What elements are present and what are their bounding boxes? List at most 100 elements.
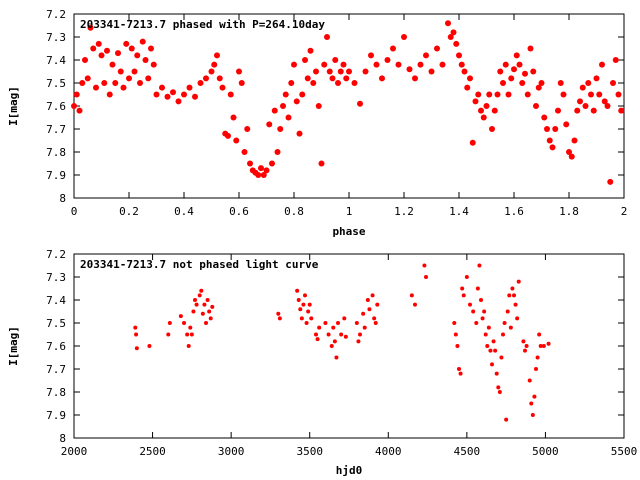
unphased-data-point	[276, 311, 281, 316]
phased-data-point	[126, 75, 132, 82]
unphased-x-axis-ticks: 2000 2500 3000 3500 4000 4500 5000 5500	[61, 254, 637, 458]
phased-data-point	[225, 132, 231, 139]
unphased-x-tick-label: 5000	[532, 445, 559, 458]
unphased-data-point	[530, 413, 535, 417]
unphased-data-point	[329, 344, 334, 348]
unphased-data-point	[541, 344, 546, 348]
unphased-data-point	[309, 316, 314, 321]
phased-data-point	[522, 70, 528, 77]
unphased-y-tick-label: 7.8	[46, 386, 66, 399]
phased-data-point	[192, 93, 198, 100]
phased-data-point	[357, 100, 363, 107]
unphased-data-point	[504, 417, 509, 422]
phased-data-point	[458, 61, 465, 68]
unphased-data-point	[134, 346, 139, 351]
phased-y-tick-label: 8	[59, 192, 66, 205]
unphased-data-point	[505, 309, 510, 314]
unphased-data-point	[133, 325, 138, 330]
unphased-data-point	[332, 339, 337, 344]
phased-data-point	[519, 80, 526, 86]
unphased-x-tick-label: 2500	[139, 445, 166, 458]
phased-data-point	[269, 160, 275, 167]
unphased-data-point	[343, 334, 348, 339]
phased-data-point	[227, 91, 234, 98]
phased-data-point	[260, 172, 267, 178]
phased-data-point	[500, 80, 506, 86]
phased-data-point	[247, 160, 253, 167]
unphased-data-point	[358, 332, 362, 337]
phased-data-point	[79, 80, 86, 86]
phased-data-point	[142, 57, 149, 63]
phased-data-point	[601, 98, 608, 105]
phased-data-point	[566, 149, 572, 155]
phased-y-tick-label: 7.8	[46, 146, 66, 159]
unphased-data-point	[490, 362, 494, 367]
phased-data-point	[145, 75, 152, 82]
phased-data-point	[214, 52, 220, 59]
phased-data-point	[489, 126, 495, 132]
phased-data-point	[216, 75, 223, 82]
unphased-data-point	[455, 344, 460, 348]
unphased-x-axis-label: hjd0	[336, 464, 363, 477]
unphased-data-point	[186, 344, 191, 348]
phased-data-point	[596, 91, 603, 98]
phased-data-point	[255, 172, 262, 178]
phased-data-point	[423, 52, 429, 59]
unphased-data-point	[409, 293, 414, 298]
phased-data-point	[95, 40, 102, 47]
unphased-x-tick-label: 2000	[61, 445, 88, 458]
unphased-data-point	[483, 332, 488, 337]
unphased-data-point	[375, 302, 380, 307]
phased-data-point	[208, 68, 215, 75]
phased-data-point	[533, 103, 539, 109]
phased-data-point	[134, 52, 141, 59]
unphased-data-point	[546, 341, 551, 346]
unphased-data-point	[323, 321, 328, 325]
phased-data-point	[285, 114, 292, 121]
phased-data-point	[197, 80, 204, 86]
phased-data-point	[233, 137, 240, 144]
phased-data-point	[340, 61, 347, 68]
unphased-data-points	[133, 263, 551, 422]
phased-data-point	[480, 114, 487, 121]
phased-y-axis-label: I[mag]	[7, 86, 20, 126]
unphased-data-point	[460, 286, 465, 291]
unphased-data-point	[497, 390, 502, 394]
phased-data-point	[296, 130, 303, 137]
unphased-data-point	[477, 263, 482, 268]
phased-data-point	[607, 178, 614, 185]
phased-data-point	[293, 98, 300, 105]
unphased-data-point	[361, 311, 366, 316]
phased-data-point	[82, 57, 88, 63]
phased-x-tick-label: 0.4	[174, 205, 194, 218]
unphased-data-point	[298, 307, 303, 312]
unphased-y-tick-label: 7.6	[46, 340, 66, 353]
phased-data-point	[450, 29, 457, 36]
unphased-y-tick-label: 7.4	[46, 294, 66, 307]
unphased-data-point	[295, 288, 300, 293]
phased-data-point	[472, 98, 479, 105]
unphased-data-point	[496, 385, 501, 390]
unphased-data-point	[480, 316, 485, 321]
phased-y-tick-label: 7.7	[46, 123, 66, 136]
phased-data-point	[137, 80, 143, 86]
unphased-data-point	[204, 321, 208, 325]
phased-data-point	[153, 91, 160, 98]
phased-data-point	[516, 61, 523, 68]
phased-data-point	[593, 75, 600, 82]
phased-data-point	[552, 126, 559, 132]
phased-data-point	[574, 107, 581, 114]
phased-data-point	[321, 61, 328, 68]
phased-data-point	[384, 57, 391, 63]
phased-data-point	[571, 137, 578, 144]
unphased-data-point	[502, 321, 507, 325]
phased-x-tick-label: 0.2	[119, 205, 139, 218]
phased-data-point	[241, 149, 248, 155]
unphased-x-tick-label: 3500	[296, 445, 323, 458]
phased-data-point	[590, 107, 597, 114]
phased-data-point	[568, 153, 575, 160]
phased-data-point	[412, 75, 418, 82]
phased-data-point	[90, 45, 97, 52]
unphased-y-tick-label: 8	[59, 432, 66, 445]
